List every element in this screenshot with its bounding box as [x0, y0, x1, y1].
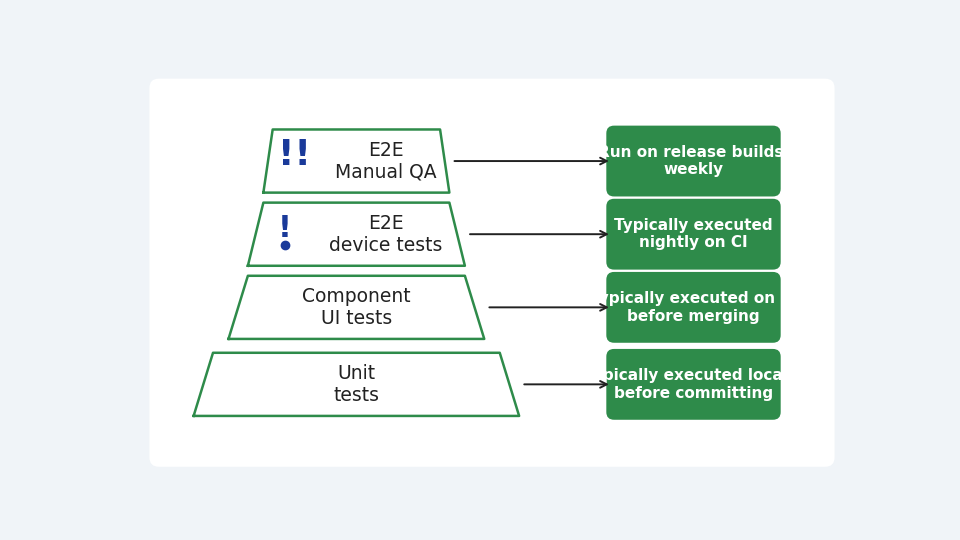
Text: Typically executed locally
before committing: Typically executed locally before commit… — [584, 368, 803, 401]
Text: Typically executed
nightly on CI: Typically executed nightly on CI — [614, 218, 773, 251]
Polygon shape — [263, 130, 449, 193]
Text: !!: !! — [277, 138, 311, 172]
Polygon shape — [248, 202, 465, 266]
Text: Run on release builds,
weekly: Run on release builds, weekly — [598, 145, 789, 177]
Polygon shape — [194, 353, 519, 416]
Text: !: ! — [278, 213, 292, 242]
Polygon shape — [228, 276, 484, 339]
Text: E2E
device tests: E2E device tests — [328, 214, 443, 255]
FancyBboxPatch shape — [607, 272, 780, 343]
FancyBboxPatch shape — [607, 349, 780, 420]
FancyBboxPatch shape — [150, 79, 834, 467]
FancyBboxPatch shape — [607, 126, 780, 197]
FancyBboxPatch shape — [607, 199, 780, 269]
Text: Typically executed on CI
before merging: Typically executed on CI before merging — [590, 291, 797, 323]
Text: E2E
Manual QA: E2E Manual QA — [335, 140, 436, 181]
Text: Unit
tests: Unit tests — [333, 364, 379, 405]
Text: Component
UI tests: Component UI tests — [302, 287, 411, 328]
